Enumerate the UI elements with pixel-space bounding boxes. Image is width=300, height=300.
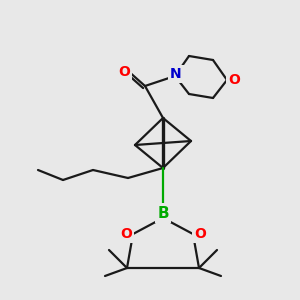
Text: O: O	[194, 227, 206, 241]
Text: O: O	[228, 73, 240, 87]
Text: O: O	[120, 227, 132, 241]
Text: O: O	[118, 65, 130, 79]
Text: B: B	[157, 206, 169, 220]
Text: N: N	[170, 67, 182, 81]
